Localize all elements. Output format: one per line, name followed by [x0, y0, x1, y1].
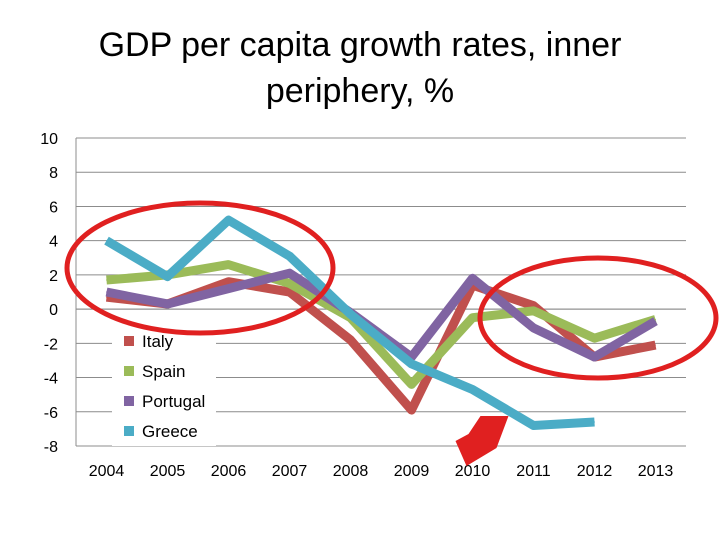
x-tick-label: 2010: [455, 463, 491, 480]
data-point-spain: [472, 317, 473, 319]
x-tick-label: 2009: [394, 463, 430, 480]
data-point-greece: [594, 421, 595, 423]
chart-title-line-2: periphery, %: [265, 72, 455, 110]
data-point-portugal: [533, 327, 534, 329]
data-point-spain: [533, 310, 534, 312]
y-tick-label: 0: [49, 302, 58, 319]
legend-label-greece: Greece: [142, 422, 198, 441]
x-tick-label: 2004: [89, 463, 125, 480]
data-point-portugal: [411, 356, 412, 358]
data-point-italy: [411, 409, 412, 411]
data-point-greece: [228, 219, 229, 221]
y-tick-label: 10: [40, 131, 58, 148]
legend-label-italy: Italy: [142, 332, 174, 351]
x-tick-label: 2008: [333, 463, 369, 480]
data-point-spain: [411, 383, 412, 385]
chart-title: GDP per capita growth rates, inner perip…: [0, 22, 720, 114]
data-point-italy: [106, 296, 107, 298]
x-tick-label: 2005: [150, 463, 186, 480]
data-point-greece: [533, 424, 534, 426]
data-point-spain: [289, 282, 290, 284]
legend-label-spain: Spain: [142, 362, 185, 381]
x-tick-label: 2007: [272, 463, 308, 480]
data-point-spain: [594, 337, 595, 339]
data-point-spain: [106, 279, 107, 281]
y-tick-label: 2: [49, 268, 58, 285]
x-axis-tick-labels: 2004 2005 2006 2007 2008 2009 2010 2011 2012 2013: [89, 463, 674, 480]
data-point-portugal: [472, 277, 473, 279]
data-point-italy: [350, 339, 351, 341]
arrow-icon: [455, 416, 509, 466]
y-tick-label: 4: [49, 234, 58, 251]
data-point-italy: [655, 344, 656, 346]
data-point-portugal: [655, 320, 656, 322]
data-point-spain: [228, 264, 229, 266]
series-line-spain: [106, 260, 657, 389]
legend-swatch-portugal: [124, 396, 134, 406]
x-tick-label: 2011: [516, 463, 551, 480]
highlight-circle-2010-2013: [477, 255, 719, 381]
legend-swatch-spain: [124, 366, 134, 376]
annotations: [64, 200, 719, 466]
data-point-spain: [655, 318, 656, 320]
y-axis-tick-labels: 10 8 6 4 2 0 -2 -4 -6 -8: [40, 131, 58, 456]
data-point-greece: [106, 240, 107, 242]
data-point-portugal: [594, 356, 595, 358]
legend: Italy Spain Portugal Greece: [112, 326, 216, 446]
data-point-portugal: [289, 272, 290, 274]
x-tick-label: 2006: [211, 463, 247, 480]
y-tick-label: -8: [44, 439, 58, 456]
y-tick-label: 6: [49, 199, 58, 216]
data-point-portugal: [228, 288, 229, 290]
y-tick-label: -6: [44, 405, 58, 422]
legend-label-portugal: Portugal: [142, 392, 205, 411]
legend-swatch-italy: [124, 336, 134, 346]
data-point-italy: [228, 281, 229, 283]
data-point-portugal: [167, 303, 168, 305]
x-tick-label: 2013: [638, 463, 674, 480]
series-lines: [104, 215, 658, 430]
chart-title-line-1: GDP per capita growth rates, inner: [98, 26, 622, 64]
x-tick-label: 2012: [577, 463, 613, 480]
y-tick-label: -2: [44, 336, 58, 353]
data-point-greece: [411, 363, 412, 365]
legend-swatch-greece: [124, 426, 134, 436]
y-tick-label: -4: [44, 371, 58, 388]
data-point-greece: [350, 313, 351, 315]
data-point-italy: [533, 305, 534, 307]
y-tick-label: 8: [49, 165, 58, 182]
data-point-portugal: [106, 291, 107, 293]
data-point-italy: [289, 291, 290, 293]
data-point-greece: [472, 389, 473, 391]
data-point-greece: [167, 276, 168, 278]
highlight-circle-2004-2007: [64, 200, 336, 336]
data-point-greece: [289, 255, 290, 257]
